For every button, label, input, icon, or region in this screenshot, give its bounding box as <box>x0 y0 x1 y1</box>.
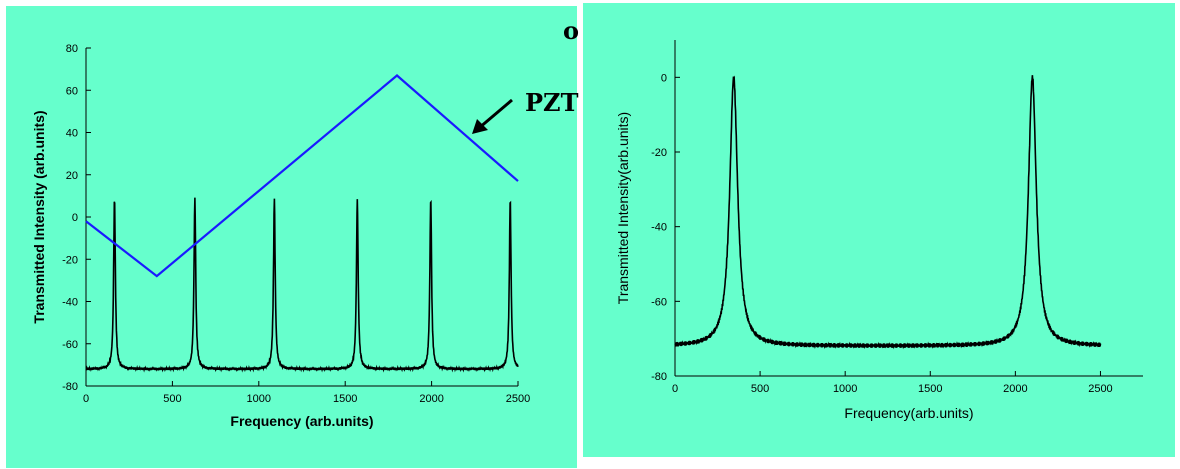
x-tick-label: 2000 <box>419 393 443 405</box>
x-tick-label: 2500 <box>506 393 530 405</box>
pzt-ramp-trace <box>85 74 519 278</box>
y-axis-title: Transmitted Intensity(arb.units) <box>615 112 631 304</box>
x-tick-label: 0 <box>672 383 678 395</box>
y-tick-label: 80 <box>66 43 78 55</box>
y-tick-label: 20 <box>66 170 78 182</box>
x-tick-label: 500 <box>751 383 769 395</box>
y-tick-label: -40 <box>62 297 78 309</box>
pzt-label: PZT <box>525 88 579 117</box>
y-tick-label: 0 <box>72 212 78 224</box>
x-tick-label: 1000 <box>833 383 857 395</box>
y-axis-title: Transmitted Intensity (arb.units) <box>31 110 47 323</box>
transmission-trace <box>674 75 1102 350</box>
left-chart-svg: 0 500 1000 1500 2000 2500 -80 -60 -40 -20 0 20 40 60 8… <box>31 43 530 429</box>
x-tick-label: 500 <box>163 393 181 405</box>
x-tick-label: 1500 <box>333 393 357 405</box>
x-tick-label: 2500 <box>1088 383 1112 395</box>
y-tick-label: -20 <box>62 254 78 266</box>
x-tick-label: 0 <box>83 393 89 405</box>
y-tick-label: 0 <box>661 72 667 84</box>
y-tick-label: -40 <box>651 222 667 234</box>
slide-title-fragment: o <box>563 16 580 45</box>
y-tick-label: -20 <box>651 147 667 159</box>
y-tick-label: -60 <box>651 296 667 308</box>
x-axis-title: Frequency (arb.units) <box>230 413 373 429</box>
x-tick-label: 2000 <box>1003 383 1027 395</box>
transmission-trace <box>85 197 519 373</box>
left-chart-panel: 0 500 1000 1500 2000 2500 -80 -60 -40 -20 0 20 40 60 8… <box>6 6 577 468</box>
x-tick-label: 1000 <box>247 393 271 405</box>
x-tick-label: 1500 <box>918 383 942 395</box>
y-tick-label: -80 <box>651 371 667 383</box>
x-axis-title: Frequency(arb.units) <box>844 405 973 421</box>
y-tick-label: -60 <box>62 339 78 351</box>
right-chart-panel: 0 500 1000 1500 2000 2500 -80 -60 -40 -20 0 Frequen… <box>583 3 1175 457</box>
y-tick-label: -80 <box>62 381 78 393</box>
y-tick-label: 40 <box>66 128 78 140</box>
y-tick-label: 60 <box>66 85 78 97</box>
right-chart-svg: 0 500 1000 1500 2000 2500 -80 -60 -40 -20 0 Frequen… <box>615 40 1143 421</box>
